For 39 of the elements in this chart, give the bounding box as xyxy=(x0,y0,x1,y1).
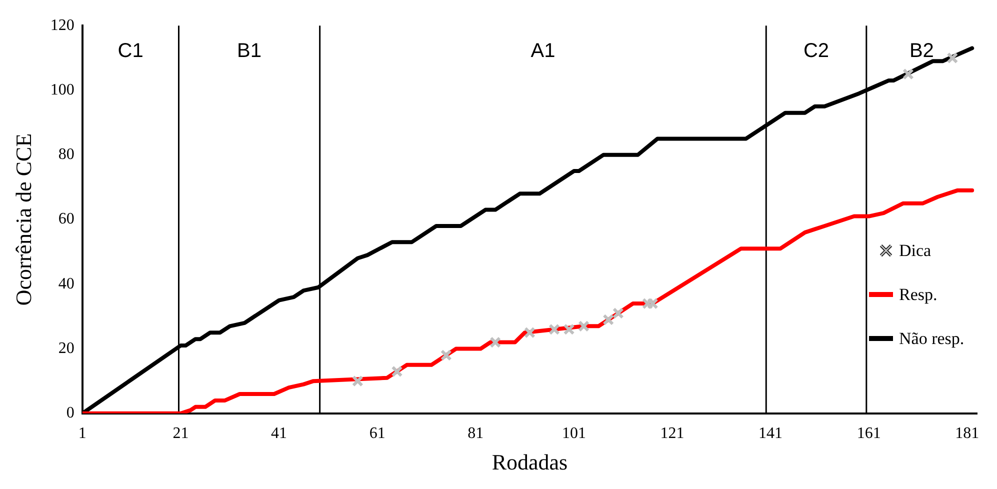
legend-label: Dica xyxy=(899,240,932,260)
point xyxy=(612,307,624,319)
x-tick-label: 181 xyxy=(955,425,980,442)
y-tick-label: 80 xyxy=(58,146,74,164)
y-tick-label: 40 xyxy=(58,275,74,292)
point xyxy=(490,336,502,348)
annotation: B2 xyxy=(909,40,934,62)
x-tick-label: 121 xyxy=(660,425,684,442)
point xyxy=(946,52,958,64)
x-tick-label: 101 xyxy=(562,425,586,442)
annotation: C2 xyxy=(803,40,830,62)
x-tick-label: 61 xyxy=(369,425,386,442)
y-tick-label: 60 xyxy=(58,210,74,228)
x-tick-label: 41 xyxy=(271,425,288,442)
y-tick-label: 20 xyxy=(58,340,74,357)
point xyxy=(548,324,560,336)
point xyxy=(524,326,536,338)
legend-label: Resp. xyxy=(899,284,938,304)
y-tick-label: 120 xyxy=(50,16,74,34)
annotation: C1 xyxy=(118,40,144,62)
annotation: A1 xyxy=(530,40,556,62)
x-tick-label: 161 xyxy=(856,425,881,442)
x-axis-title: Rodadas xyxy=(492,450,568,475)
y-tick-label: 0 xyxy=(66,404,74,422)
point xyxy=(602,314,614,326)
x-tick-label: 141 xyxy=(758,425,783,442)
y-axis-title: Ocorrência de CCE xyxy=(10,133,36,306)
legend-label: Não resp. xyxy=(899,328,964,348)
point xyxy=(391,366,403,378)
x-tick-label: 1 xyxy=(78,425,86,442)
x-tick-label: 21 xyxy=(172,425,189,442)
x-tick-label: 81 xyxy=(468,425,484,442)
point xyxy=(902,68,914,80)
point xyxy=(563,324,575,336)
point xyxy=(352,375,364,387)
annotation: B1 xyxy=(237,40,262,62)
point xyxy=(440,349,452,361)
point xyxy=(578,320,590,332)
y-tick-label: 100 xyxy=(50,81,74,98)
